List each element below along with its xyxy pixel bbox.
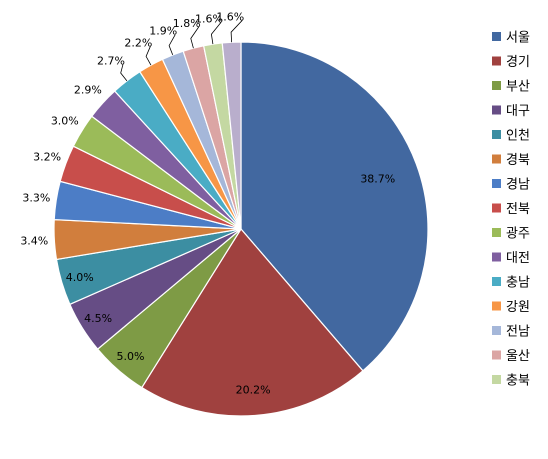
slice-label-11: 2.7% xyxy=(97,54,125,67)
legend-label-10: 대전 xyxy=(506,251,530,266)
leader-line-13 xyxy=(168,34,176,56)
legend-label-11: 충남 xyxy=(506,276,530,291)
legend-swatch-8 xyxy=(492,203,501,213)
legend-swatch-1 xyxy=(492,32,501,41)
legend-label-15: 충북 xyxy=(506,374,530,389)
legend-swatch-3 xyxy=(492,81,501,90)
legend-label-7: 경남 xyxy=(506,178,530,193)
slice-label-1: 38.7% xyxy=(360,172,395,185)
leader-lines xyxy=(120,20,243,82)
leader-line-16 xyxy=(230,20,243,43)
slice-label-3: 5.0% xyxy=(117,350,145,363)
slice-label-16: 1.6% xyxy=(216,10,244,23)
legend-label-1: 서울 xyxy=(506,31,530,46)
slice-label-5: 4.0% xyxy=(66,271,94,284)
slice-label-12: 2.2% xyxy=(124,36,152,49)
slice-label-8: 3.2% xyxy=(33,150,61,163)
pie-slice-2 xyxy=(140,227,364,417)
legend-label-9: 광주 xyxy=(506,227,530,242)
legend-label-8: 전북 xyxy=(506,202,530,217)
legend-swatch-11 xyxy=(492,277,501,286)
legend-swatch-10 xyxy=(492,252,501,262)
legend-swatch-4 xyxy=(492,105,501,115)
legend-label-12: 강원 xyxy=(506,300,530,315)
legend-swatch-13 xyxy=(492,326,501,335)
leader-line-11 xyxy=(120,64,128,82)
legend-label-2: 경기 xyxy=(506,55,530,70)
slice-label-9: 3.0% xyxy=(51,114,79,127)
slice-label-2: 20.2% xyxy=(236,383,271,396)
leader-line-14 xyxy=(190,26,200,49)
legend-swatch-7 xyxy=(492,179,501,188)
legend-label-14: 울산 xyxy=(506,349,530,364)
legend-label-13: 전남 xyxy=(506,325,530,340)
slice-label-4: 4.5% xyxy=(84,312,112,325)
legend-swatch-12 xyxy=(492,301,501,311)
legend-label-3: 부산 xyxy=(506,80,530,95)
legend-swatch-6 xyxy=(492,154,501,164)
slice-label-14: 1.8% xyxy=(173,17,201,30)
legend-swatch-14 xyxy=(492,350,501,360)
slice-label-13: 1.9% xyxy=(149,25,177,38)
legend-swatch-2 xyxy=(492,56,501,66)
slice-label-6: 3.4% xyxy=(20,235,48,248)
legend-label-4: 대구 xyxy=(506,104,530,119)
pie-slices xyxy=(53,41,429,417)
legend-swatch-5 xyxy=(492,130,501,139)
legend-label-5: 인천 xyxy=(506,129,530,144)
legend-swatch-15 xyxy=(492,375,501,384)
slice-label-10: 2.9% xyxy=(74,84,102,97)
leader-line-12 xyxy=(145,46,152,66)
pie-slice-1 xyxy=(240,41,429,372)
legend-swatch-9 xyxy=(492,228,501,237)
slice-label-7: 3.3% xyxy=(22,191,50,204)
leader-line-15 xyxy=(210,22,222,45)
slice-label-15: 1.6% xyxy=(195,12,223,25)
slice-labels: 38.7% 20.2% 5.0% 4.5% 4.0% 3.4% 3.3% 3.2% 3.0% 2.… xyxy=(20,10,395,396)
legend-label-6: 경북 xyxy=(506,153,530,168)
pie-slice-16 xyxy=(221,41,242,230)
